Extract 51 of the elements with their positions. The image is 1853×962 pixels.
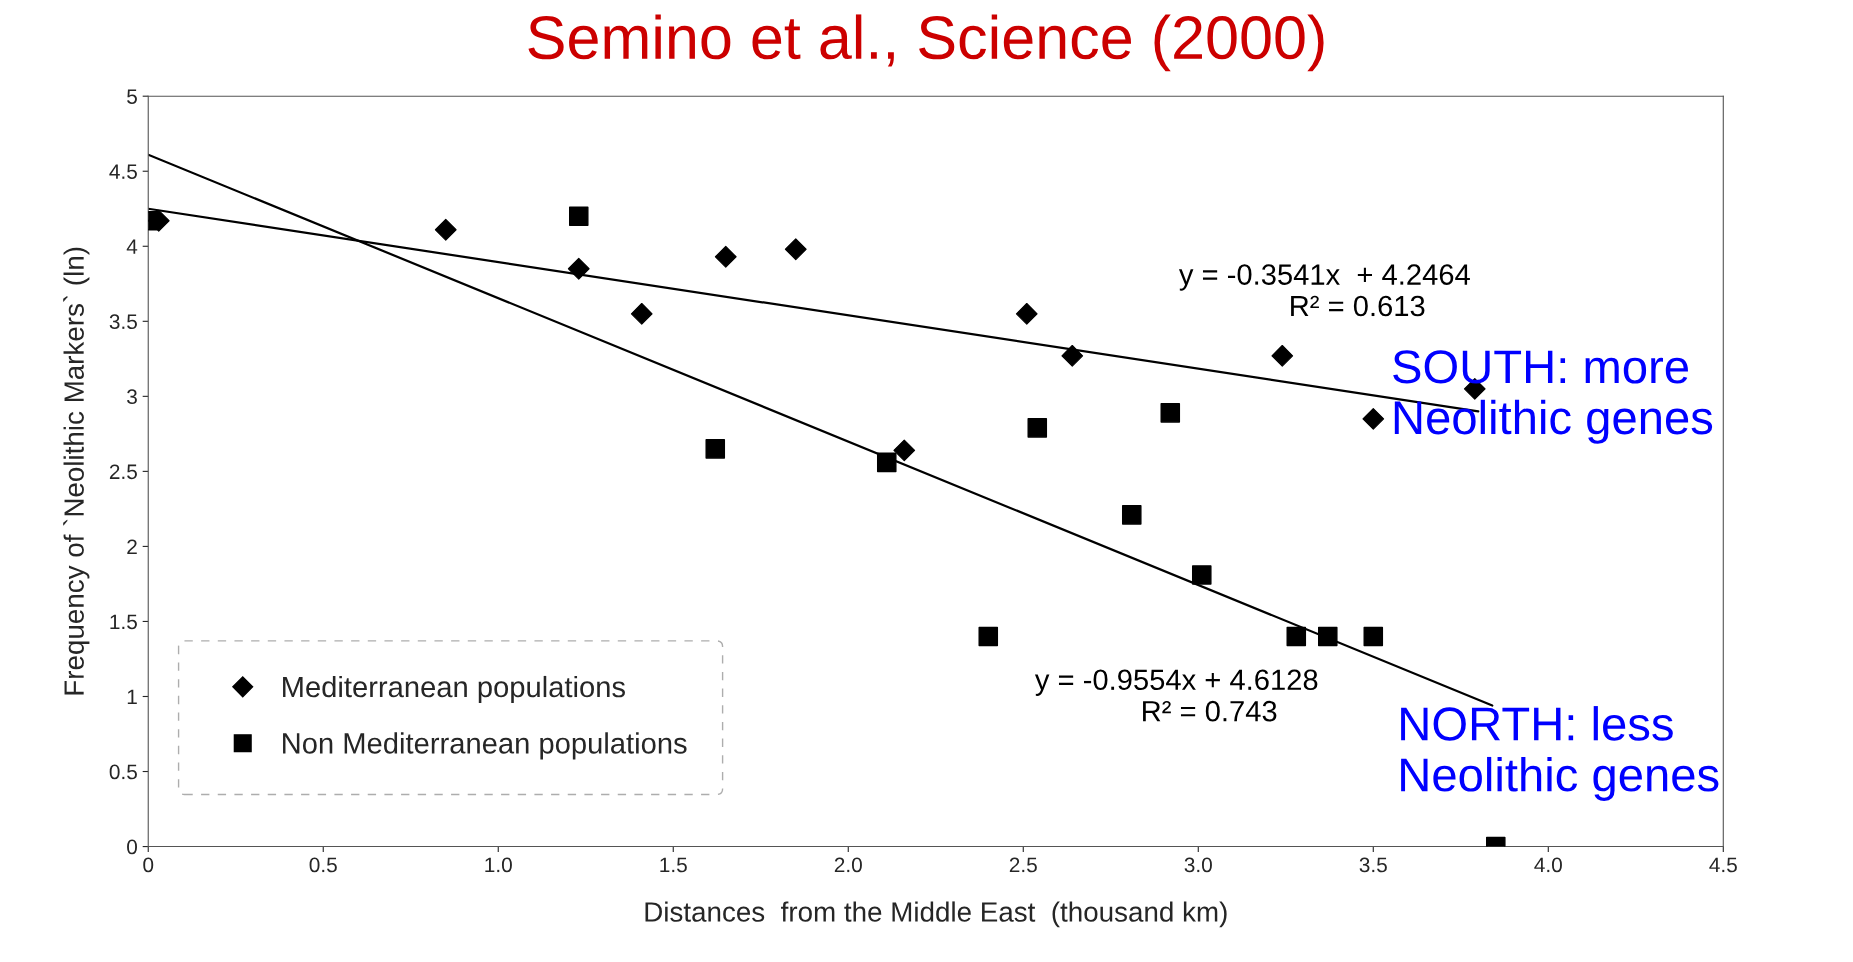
point bbox=[784, 238, 807, 261]
point bbox=[714, 245, 737, 268]
y-tick-label: 3.5 bbox=[109, 314, 137, 330]
point bbox=[1027, 418, 1048, 438]
y-tick-label: 4.5 bbox=[109, 164, 137, 179]
x-tick-label: 2.5 bbox=[1009, 857, 1037, 873]
legend-label: Non Mediterranean populations bbox=[283, 732, 687, 760]
point bbox=[1061, 344, 1084, 367]
x-tick-label: 3.5 bbox=[1359, 857, 1387, 873]
point bbox=[1271, 344, 1294, 367]
y-tick-label: 1.5 bbox=[110, 614, 137, 630]
chart-title: Semino et al., Science (2000) bbox=[528, 14, 1324, 72]
x-tick-label: 2.0 bbox=[834, 857, 862, 873]
annotation: NORTH: less Neolithic genes bbox=[1401, 706, 1719, 801]
y-tick-label: 0.5 bbox=[109, 764, 137, 780]
y-axis-title: Frequency of `Neolithic Markers` (ln) bbox=[63, 247, 90, 695]
x-tick-label: 4.5 bbox=[1709, 857, 1737, 873]
x-tick-label: 0 bbox=[143, 857, 154, 873]
y-tick-label: 5 bbox=[127, 89, 137, 104]
y-tick-label: 4 bbox=[126, 239, 138, 254]
x-tick-label: 1.5 bbox=[660, 857, 687, 873]
y-tick-label: 3 bbox=[127, 389, 137, 405]
x-tick-label: 3.0 bbox=[1184, 857, 1212, 873]
point bbox=[567, 257, 590, 280]
legend-label: Mediterranean populations bbox=[283, 675, 625, 704]
y-tick-label: 0 bbox=[127, 839, 138, 855]
point bbox=[1286, 626, 1307, 647]
x-tick-label: 4.0 bbox=[1534, 857, 1562, 873]
x-axis-title: Distances from the Middle East (thousand km) bbox=[645, 901, 1227, 928]
point bbox=[568, 206, 589, 227]
x-tick-label: 0.5 bbox=[309, 857, 337, 873]
point bbox=[1191, 565, 1212, 585]
point bbox=[1362, 407, 1385, 430]
y-tick-label: 2 bbox=[127, 539, 137, 554]
y-tick-label: 2.5 bbox=[109, 464, 137, 480]
point bbox=[1363, 626, 1384, 647]
point bbox=[630, 302, 653, 325]
point bbox=[978, 626, 999, 647]
y-tick-label: 1 bbox=[127, 689, 137, 705]
x-tick-label: 1.0 bbox=[485, 857, 512, 873]
annotation: y = -0.9554x + 4.6128 R² = 0.743 bbox=[1034, 669, 1318, 722]
point bbox=[1015, 302, 1038, 325]
point bbox=[893, 439, 916, 462]
point bbox=[1317, 626, 1338, 647]
point bbox=[705, 439, 726, 459]
point bbox=[1160, 403, 1181, 423]
point bbox=[1121, 505, 1142, 525]
point bbox=[434, 218, 457, 241]
annotation: y = -0.3541x + 4.2464 R² = 0.613 bbox=[1178, 264, 1470, 317]
annotation: SOUTH: more Neolithic genes bbox=[1393, 350, 1713, 444]
point bbox=[876, 452, 897, 473]
